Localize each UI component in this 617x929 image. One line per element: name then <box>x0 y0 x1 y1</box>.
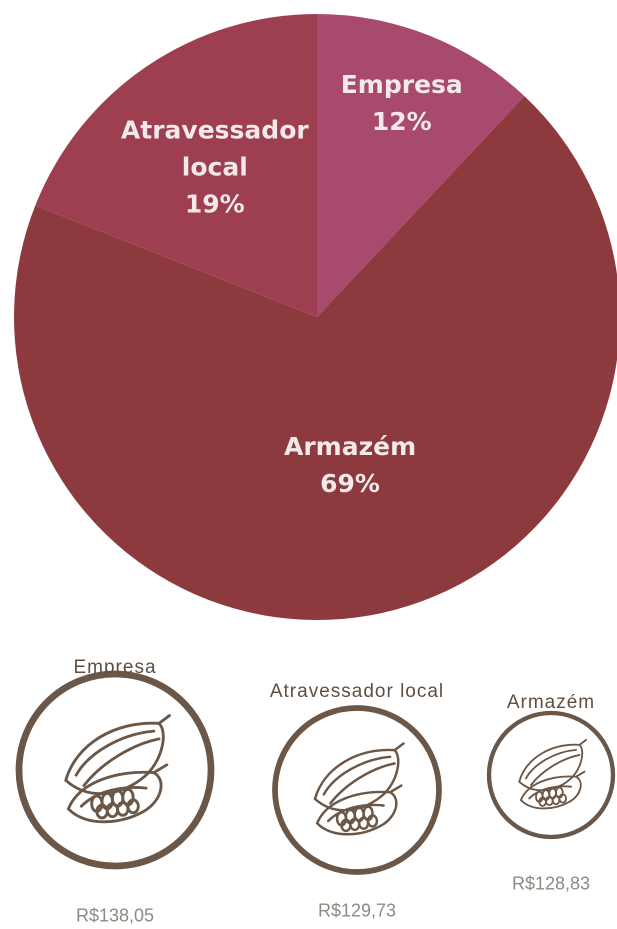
slice-name: Armazém <box>283 431 417 461</box>
pie-slice <box>317 14 525 317</box>
cacao-icon <box>518 738 588 810</box>
icon-label: Armazém <box>506 692 596 713</box>
icon-circle <box>486 710 616 840</box>
icon-circle <box>15 670 215 870</box>
icon-label: Atravessador local <box>269 681 445 702</box>
price: R$129,73 <box>317 900 397 921</box>
price: R$128,83 <box>511 873 591 894</box>
pie-slice <box>35 14 318 317</box>
slice-name: Empresa <box>340 69 463 99</box>
slice-value: 12% <box>371 106 432 136</box>
slice-label: Empresa 12% <box>317 66 487 140</box>
slice-label: Atravessador local 19% <box>105 111 325 222</box>
icon-circle <box>272 705 442 875</box>
slice-value: 19% <box>184 189 245 219</box>
slice-value: 69% <box>320 468 380 498</box>
cacao-icon <box>64 714 171 824</box>
icon-label: Empresa <box>73 657 157 678</box>
price: R$138,05 <box>75 905 155 926</box>
slice-name: Atravessador local <box>120 115 309 182</box>
cacao-icon <box>313 742 405 836</box>
pie-slice <box>14 96 617 620</box>
slice-label: Armazém 69% <box>265 428 435 502</box>
